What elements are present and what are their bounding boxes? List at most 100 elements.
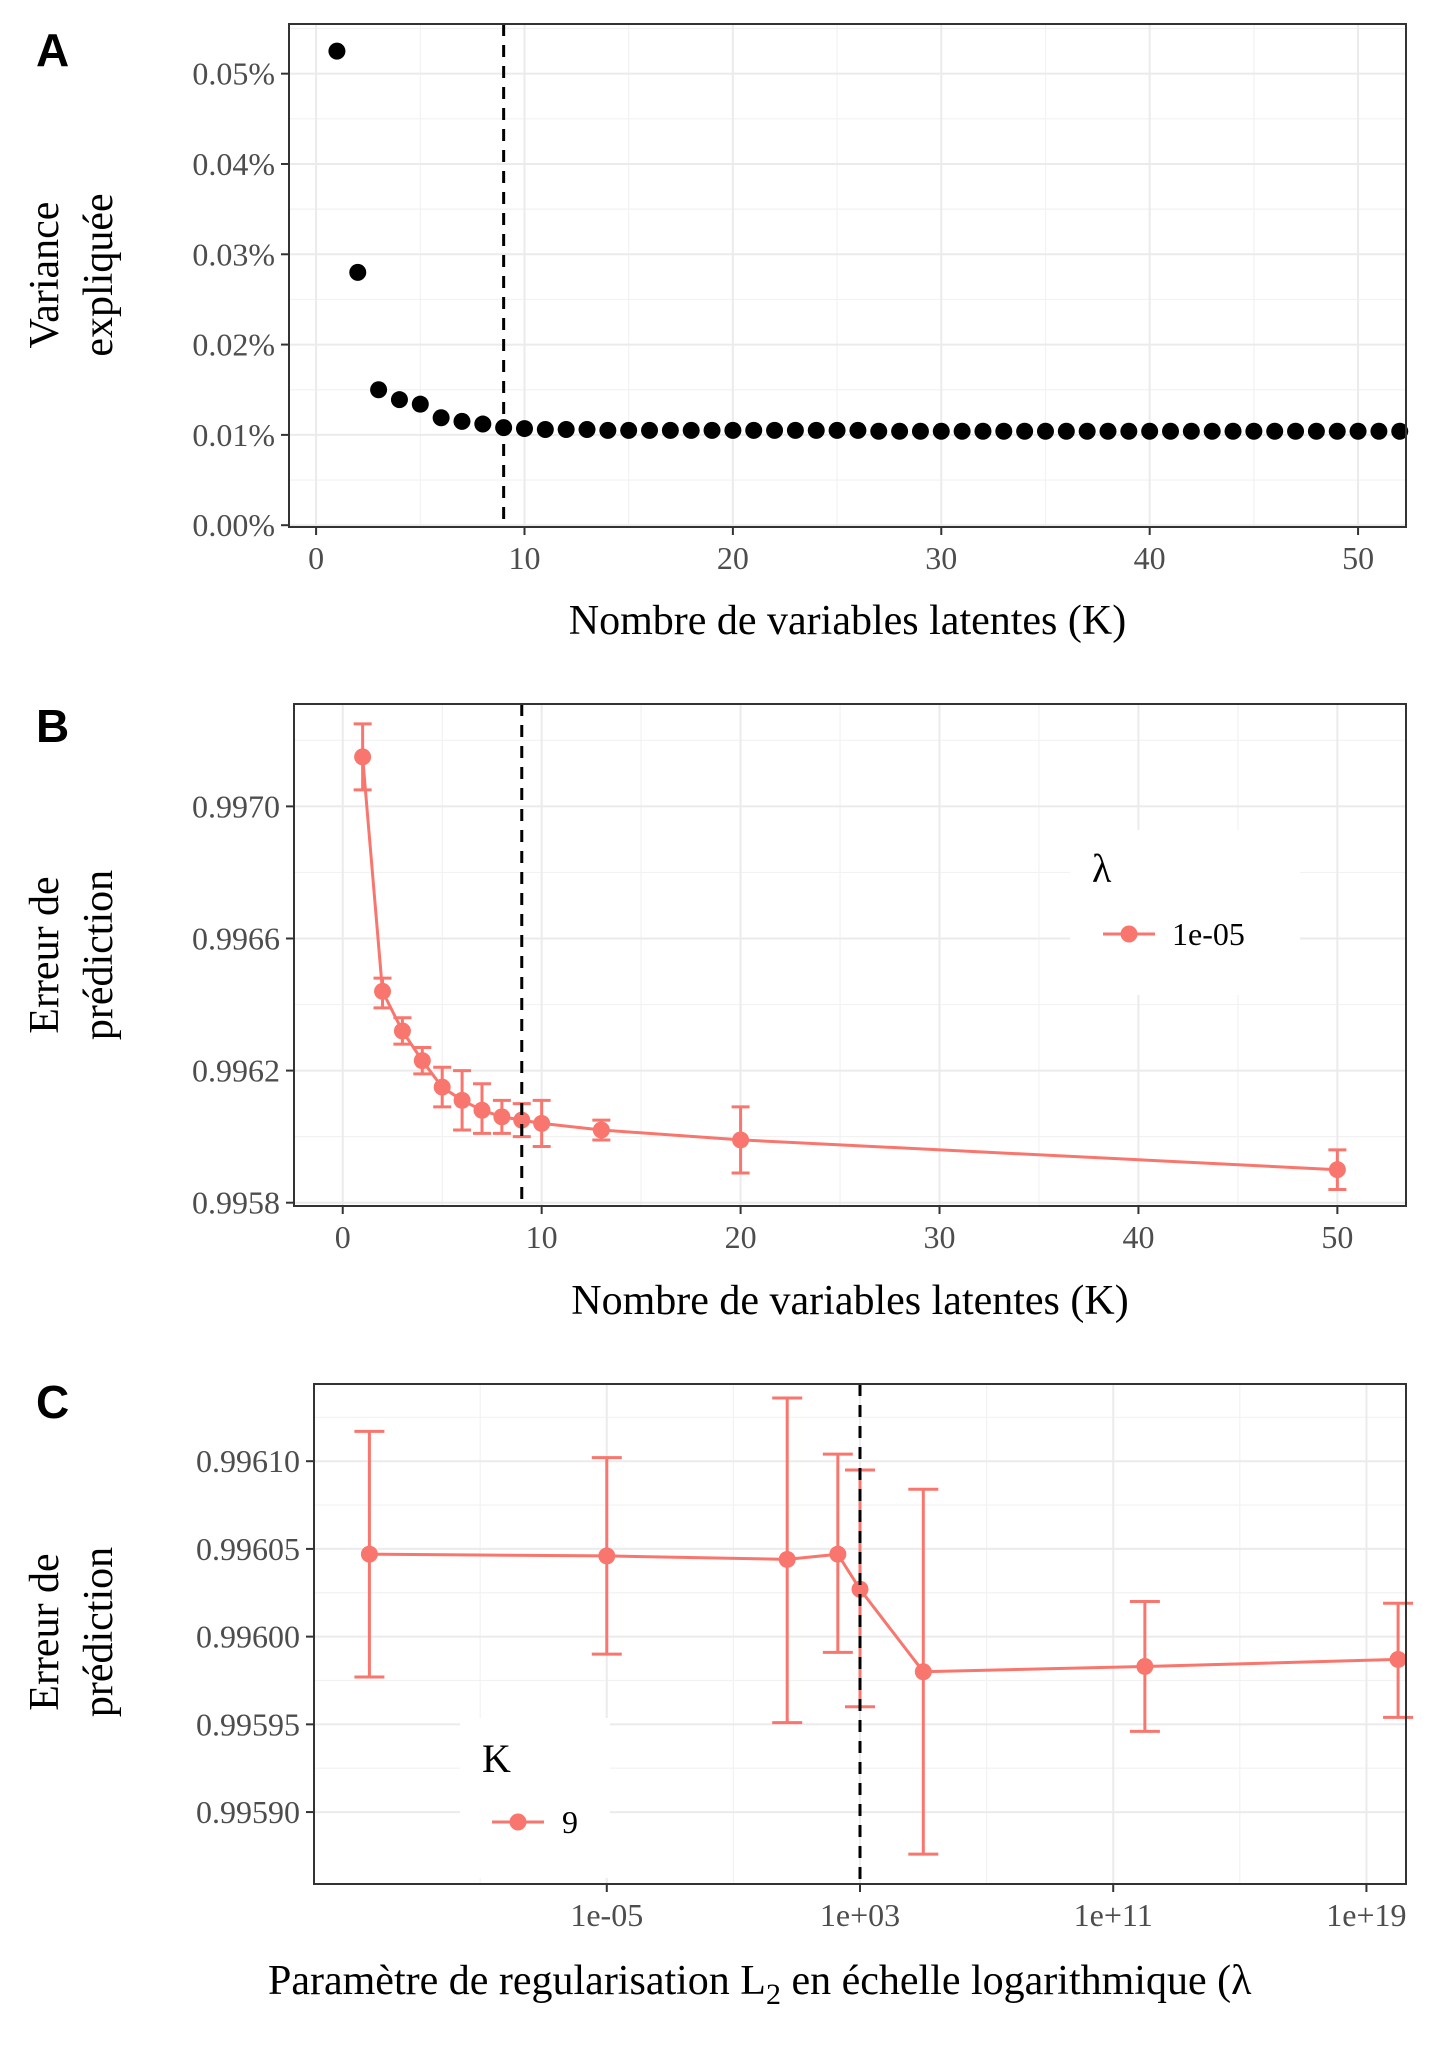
panel-b-y-tick-label: 0.9962	[192, 1053, 280, 1089]
panel-a-point	[1307, 422, 1325, 440]
panel-a-x-tick-label: 50	[1342, 540, 1374, 576]
panel-label-c: C	[36, 1376, 69, 1428]
panel-c-x-tick-label: 1e+19	[1326, 1897, 1406, 1933]
panel-a-x-tick-label: 10	[508, 540, 540, 576]
panel-a-point	[370, 381, 388, 399]
panel-a-point	[1328, 422, 1346, 440]
panel-a-point	[1224, 422, 1242, 440]
panel-b-x-axis-title: Nombre de variables latentes (K)	[571, 1278, 1128, 1324]
panel-b-point	[1328, 1161, 1346, 1179]
panel-b-point	[493, 1108, 511, 1126]
panel-a-x-tick-label: 20	[717, 540, 749, 576]
panel-b-point	[413, 1052, 431, 1070]
panel-c-plot-border	[313, 1383, 1407, 1885]
panel-b-point	[473, 1101, 491, 1119]
panel-c-series-line	[369, 1552, 1399, 1674]
panel-a-point	[1099, 422, 1117, 440]
panel-a-point	[1245, 422, 1263, 440]
panel-c-y-axis-title-line2: prédiction	[76, 1547, 122, 1717]
panel-a-point	[328, 42, 346, 60]
panel-c-point	[851, 1580, 869, 1598]
panel-a-y-tick-label: 0.02%	[192, 327, 275, 363]
panel-a-point	[536, 420, 554, 438]
panel-a-point	[661, 421, 679, 439]
panel-b-x-tick-label: 0	[335, 1219, 351, 1255]
panel-a-point	[349, 263, 367, 281]
panel-a-point	[390, 391, 408, 409]
panel-a-point	[807, 421, 825, 439]
panel-a-point	[453, 412, 471, 430]
panel-label-a: A	[36, 24, 69, 76]
panel-a-x-axis-title: Nombre de variables latentes (K)	[569, 598, 1126, 644]
panel-c-y-tick-label: 0.99600	[196, 1619, 300, 1655]
panel-a-point	[1349, 422, 1367, 440]
panel-b-point	[354, 748, 372, 766]
panel-a-point	[849, 421, 867, 439]
panel-a-y-tick-label: 0.04%	[192, 146, 275, 182]
panel-a-point	[1391, 422, 1409, 440]
panel-c-point	[360, 1545, 378, 1563]
panel-c-x-tick-label: 1e+11	[1074, 1897, 1153, 1933]
panel-c-legend-label: 9	[562, 1804, 578, 1840]
panel-a-point	[1078, 422, 1096, 440]
panel-c-legend-key-point	[509, 1813, 527, 1831]
panel-b-point	[433, 1078, 451, 1096]
panel-a-point	[1182, 422, 1200, 440]
panel-a-point	[682, 421, 700, 439]
panel-a-point	[411, 395, 429, 413]
panel-b-plot-border	[293, 703, 1407, 1207]
panel-c-y-tick-label: 0.99590	[196, 1794, 300, 1830]
panel-a-y-tick-label: 0.01%	[192, 417, 275, 453]
panel-b-y-tick-label: 0.9970	[192, 788, 280, 824]
panel-a-point	[1141, 422, 1159, 440]
panel-a-point	[828, 421, 846, 439]
panel-a-point	[1120, 422, 1138, 440]
panel-c-legend-title: K	[482, 1736, 511, 1781]
panel-c-point	[914, 1663, 932, 1681]
panel-b-legend-label: 1e-05	[1172, 916, 1245, 952]
panel-a-point	[1016, 422, 1034, 440]
panel-c-y-tick-label: 0.99605	[196, 1531, 300, 1567]
panel-a-point	[620, 421, 638, 439]
panel-c-x-tick-label: 1e+03	[820, 1897, 900, 1933]
panel-b-point	[732, 1131, 750, 1149]
panel-c-point	[1136, 1657, 1154, 1675]
panel-a-point	[786, 421, 804, 439]
panel-a-point	[974, 422, 992, 440]
panel-a-point	[1036, 422, 1054, 440]
panel-b-x-tick-label: 20	[725, 1219, 757, 1255]
panel-a-point	[1203, 422, 1221, 440]
panel-b-legend-box	[1070, 830, 1300, 995]
panel-b-y-tick-label: 0.9958	[192, 1185, 280, 1221]
panel-c-point	[778, 1550, 796, 1568]
panel-label-b: B	[36, 700, 69, 752]
panel-a-point	[515, 420, 533, 438]
panel-a-point	[766, 421, 784, 439]
panel-a-y-tick-label: 0.03%	[192, 236, 275, 272]
panel-a-point	[953, 422, 971, 440]
panel-c-x-axis-title: Paramètre de regularisation L2 en échell…	[268, 1958, 1252, 2011]
panel-b-point	[374, 982, 392, 1000]
panel-c-y-tick-label: 0.99595	[196, 1706, 300, 1742]
panel-a-point	[745, 421, 763, 439]
panel-a-point	[1057, 422, 1075, 440]
panel-b-point	[453, 1091, 471, 1109]
panel-a-x-tick-label: 30	[925, 540, 957, 576]
panel-a-point	[641, 421, 659, 439]
panel-a-x-tick-label: 40	[1134, 540, 1166, 576]
panel-b-point	[533, 1114, 551, 1132]
panel-b-y-axis-title-line1: Erreur de	[22, 876, 68, 1033]
panel-c-x-tick-label: 1e-05	[570, 1897, 643, 1933]
panel-a-point	[1266, 422, 1284, 440]
panel-a-plot-border	[288, 23, 1407, 528]
panel-a-plot-background	[289, 24, 1406, 527]
panel-a-point	[1287, 422, 1305, 440]
panel-c-point	[829, 1545, 847, 1563]
panel-a-point	[432, 409, 450, 427]
panel-b-point	[592, 1121, 610, 1139]
panel-c-y-axis-title-line1: Erreur de	[22, 1553, 68, 1710]
panel-a-y-axis-title-line2: expliquée	[76, 193, 122, 356]
panel-c-point	[1389, 1650, 1407, 1668]
panel-c-y-tick-label: 0.99610	[196, 1443, 300, 1479]
